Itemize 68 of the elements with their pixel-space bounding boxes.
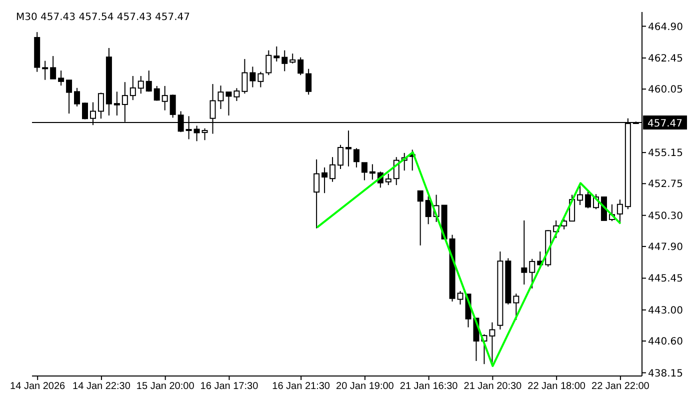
candlestick [585, 189, 592, 209]
y-tick-label: 450.30 [648, 210, 683, 222]
candlestick [74, 87, 80, 107]
candlestick [66, 80, 72, 114]
y-tick-label: 438.15 [648, 368, 683, 380]
candlestick [242, 58, 248, 94]
line-series [316, 151, 622, 368]
candlestick [282, 50, 288, 72]
candlestick [529, 258, 536, 289]
candlestick [234, 88, 240, 102]
y-tick-label: 445.45 [648, 274, 683, 285]
x-tick-label: 14 Jan 2026 [10, 381, 66, 392]
candlestick [58, 70, 64, 86]
candlestick [306, 68, 312, 96]
x-tick-label: 16 Jan 21:30 [272, 381, 330, 392]
y-tick-label: 452.75 [648, 179, 683, 190]
candlestick [226, 92, 232, 116]
x-tick-label: 14 Jan 22:30 [72, 381, 131, 392]
y-tick-label: 447.90 [648, 242, 683, 254]
candlestick [250, 66, 256, 88]
candlestick [314, 158, 320, 229]
candlestick [322, 166, 328, 194]
x-tick-label: 21 Jan 20:30 [464, 381, 522, 392]
candlestick [298, 56, 304, 76]
candlestick [42, 60, 48, 80]
x-tick-label: 22 Jan 22:00 [592, 381, 650, 392]
candlestick [50, 56, 56, 80]
candlestick [114, 91, 120, 116]
candlestick [425, 196, 432, 225]
candlestick [345, 130, 352, 167]
y-tick-label: 443.00 [648, 305, 683, 316]
candlestick [417, 190, 424, 246]
candlestick [274, 46, 280, 62]
candlestick [361, 162, 368, 181]
candlestick [353, 148, 360, 168]
y-tick-label: 464.90 [648, 22, 683, 33]
candlestick [194, 125, 200, 142]
x-tick-label: 16 Jan 17:30 [200, 381, 259, 392]
candlestick [266, 50, 272, 76]
candlestick [616, 199, 623, 224]
y-tick-label: 462.45 [648, 54, 683, 65]
candlestick [385, 173, 392, 186]
candlestick [162, 85, 168, 111]
candlestick [130, 75, 136, 101]
candlestick [258, 71, 264, 88]
y-tick-label: 440.60 [648, 336, 683, 348]
x-tick-label: 22 Jan 18:00 [528, 381, 586, 392]
candlestick [98, 92, 104, 120]
candlestick [82, 102, 88, 120]
candlestick [338, 144, 344, 170]
chart-title: M30 457.43 457.54 457.43 457.47 [16, 12, 190, 23]
candlestick [138, 75, 144, 94]
candlestick [577, 183, 584, 206]
candlestick [154, 85, 160, 102]
x-tick-label: 21 Jan 16:30 [400, 381, 458, 392]
y-tick-label: 460.05 [648, 84, 683, 96]
candlestick [170, 94, 176, 118]
candlestick [290, 53, 296, 64]
candlestick [330, 156, 336, 182]
candlestick [146, 70, 152, 92]
candlestick [513, 293, 520, 320]
candlestick [369, 164, 376, 180]
ref-line-label: 457.47 [648, 118, 682, 130]
y-tick-label: 455.15 [648, 148, 683, 160]
candlestick [202, 128, 208, 141]
candlestick [521, 220, 528, 286]
x-tick-label: 20 Jan 19:00 [336, 381, 394, 392]
x-tick-label: 15 Jan 20:00 [136, 381, 195, 392]
